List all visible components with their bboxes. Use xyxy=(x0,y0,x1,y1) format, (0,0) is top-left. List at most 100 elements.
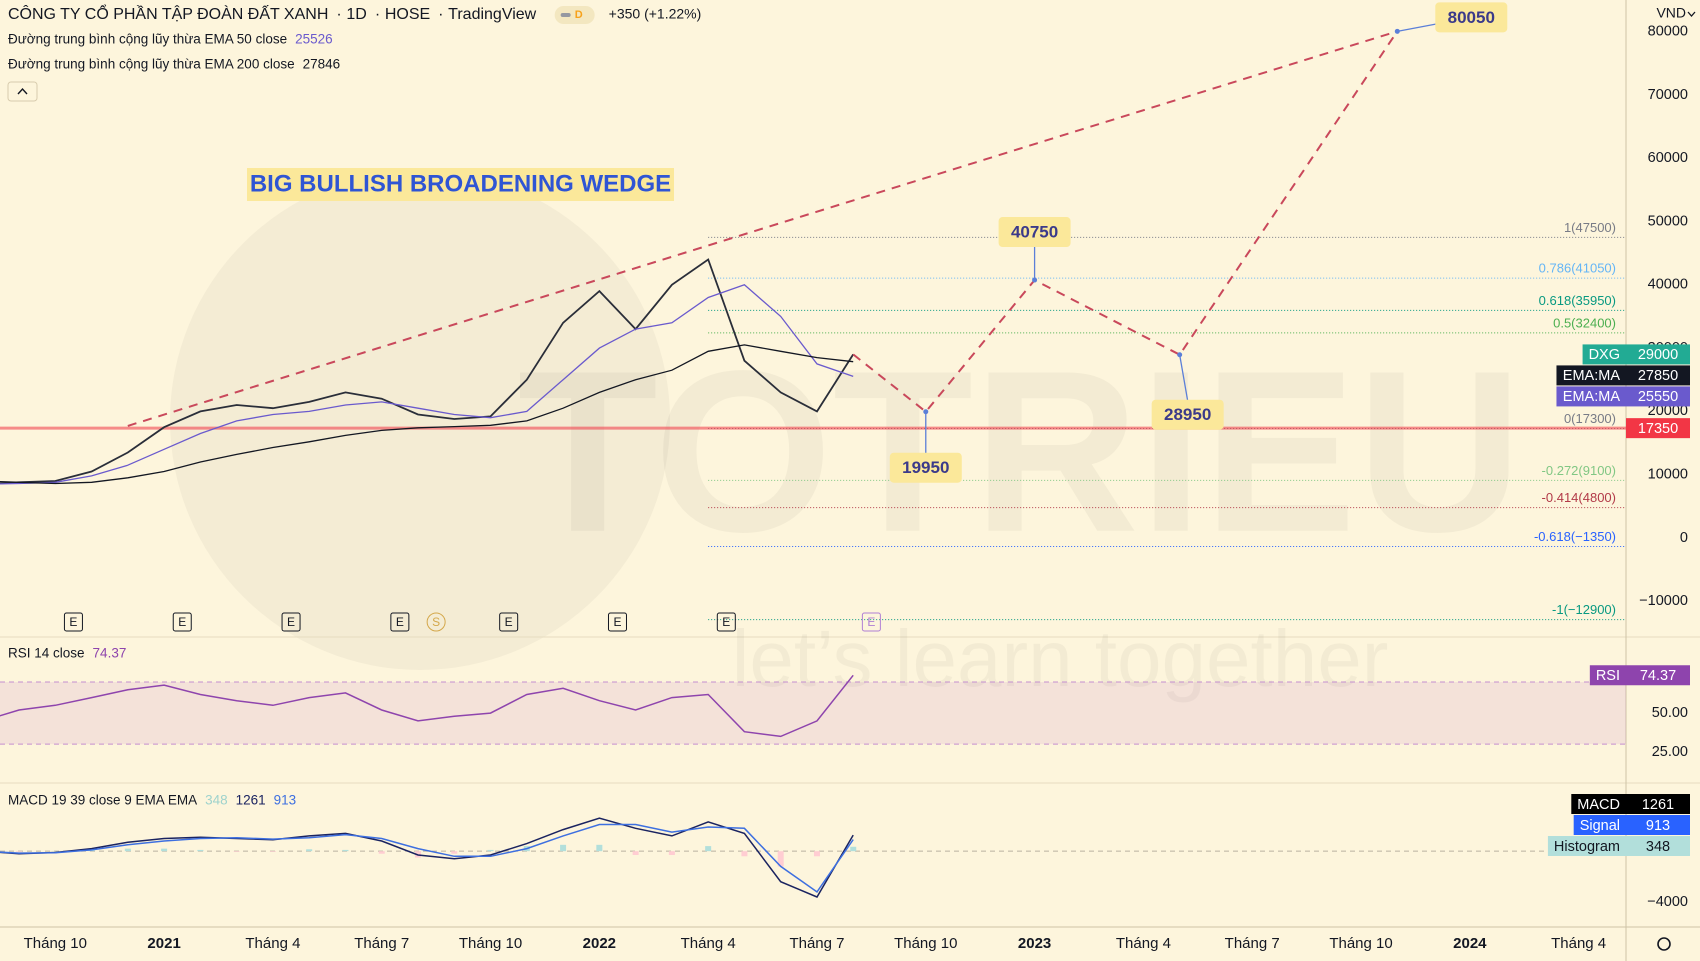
histogram-bar xyxy=(850,846,857,852)
header-interval: 1D xyxy=(346,6,366,23)
tag-value-box xyxy=(1626,665,1690,686)
tag-value: 1261 xyxy=(1642,797,1674,813)
indicator-legend: Đường trung bình cộng lũy thừa EMA 50 cl… xyxy=(8,32,287,47)
y-tick-label: 0 xyxy=(1680,530,1688,546)
rsi-band xyxy=(0,682,1626,745)
tag-name: EMA:MA xyxy=(1563,389,1621,405)
histogram-bar xyxy=(451,851,458,854)
histogram-bar xyxy=(596,844,603,852)
tag-name: Signal xyxy=(1580,818,1620,834)
event-marker xyxy=(607,612,627,632)
tag-name-box xyxy=(1556,365,1626,386)
x-tick-label: Tháng 10 xyxy=(1329,935,1392,952)
y-tick-label: 20000 xyxy=(1648,403,1688,419)
currency: VND xyxy=(1656,5,1686,21)
watermark: TOTRIEU xyxy=(517,323,1522,580)
callout-box xyxy=(889,452,962,483)
tag-name-box xyxy=(1582,344,1626,365)
x-tick-label: 2021 xyxy=(147,935,180,952)
fib-label: 0.618(35950) xyxy=(1539,293,1616,308)
event-marker xyxy=(390,612,410,632)
tag-name: DXG xyxy=(1589,347,1620,363)
y-tick-label: 70000 xyxy=(1648,87,1688,103)
collapse-icon xyxy=(17,87,28,95)
separator-dot: · xyxy=(336,6,341,23)
tag-value-box xyxy=(1626,794,1690,814)
separator-dot: · xyxy=(375,6,380,23)
separator-dot: · xyxy=(438,6,443,23)
callout-box xyxy=(1435,2,1508,33)
histogram-bar xyxy=(668,851,675,855)
collapse-button[interactable] xyxy=(7,81,38,102)
histogram-bar xyxy=(342,849,349,852)
tag-value-box xyxy=(1626,815,1690,835)
histogram-bar xyxy=(378,851,385,854)
y-tick-label: 60000 xyxy=(1648,150,1688,166)
indicator-legend: RSI 14 close xyxy=(8,646,85,661)
callout-anchor xyxy=(1032,277,1038,283)
event-label: E xyxy=(287,615,295,629)
tag-value: 17350 xyxy=(1638,421,1678,437)
fib-label: 0.5(32400) xyxy=(1553,315,1616,330)
event-label: E xyxy=(613,615,621,629)
x-tick-label: Tháng 4 xyxy=(681,935,736,952)
tag-name-box xyxy=(1556,386,1626,407)
tag-value-box xyxy=(1626,386,1690,407)
tag-value: 74.37 xyxy=(1640,668,1676,684)
histogram-bar xyxy=(632,851,639,855)
callout-connector xyxy=(1179,354,1189,401)
y-tick-label: 50000 xyxy=(1648,213,1688,229)
macd-line xyxy=(0,817,854,898)
y-tick-label: −10000 xyxy=(1639,593,1688,609)
tag-name-box xyxy=(1573,815,1626,835)
rsi-line xyxy=(0,674,854,738)
tag-name: Histogram xyxy=(1554,839,1620,855)
event-label: S xyxy=(432,615,440,629)
fib-label: -0.618(−1350) xyxy=(1534,529,1616,544)
histogram-bar xyxy=(705,846,712,852)
indicator-value: 348 xyxy=(205,793,228,808)
indicator-value: 1261 xyxy=(236,793,266,808)
tag-value: 913 xyxy=(1646,818,1670,834)
tag-value-box xyxy=(1626,344,1690,365)
indicator-value: 913 xyxy=(274,793,297,808)
tag-value-box xyxy=(1626,418,1690,439)
callout-box xyxy=(1151,399,1224,430)
macd-line xyxy=(0,823,854,893)
fib-label: 1(47500) xyxy=(1564,220,1616,235)
indicator-value: 25526 xyxy=(295,32,333,47)
settings-button[interactable] xyxy=(1657,937,1671,951)
event-label: E xyxy=(69,615,77,629)
event-marker xyxy=(63,612,83,632)
x-tick-label: Tháng 10 xyxy=(459,935,522,952)
event-marker xyxy=(172,612,192,632)
histogram-bar xyxy=(813,851,820,857)
fib-label: 0.786(41050) xyxy=(1539,261,1616,276)
price-change: +350 (+1.22%) xyxy=(609,6,702,22)
y-tick-label: 40000 xyxy=(1648,277,1688,293)
x-tick-label: 2024 xyxy=(1453,935,1487,952)
x-tick-label: Tháng 7 xyxy=(354,935,409,952)
tag-name: EMA:MA xyxy=(1563,368,1621,384)
indicator-value: 74.37 xyxy=(93,646,127,661)
fib-label: -1(−12900) xyxy=(1552,602,1616,617)
histogram-bar xyxy=(777,851,784,867)
event-marker xyxy=(426,612,446,632)
fib-label: -0.272(9100) xyxy=(1542,463,1616,478)
indicator-value: 27846 xyxy=(303,57,341,72)
histogram-bar xyxy=(741,851,748,857)
watermark-subtitle: let’s learn together xyxy=(732,614,1389,703)
y-tick-label: 25.00 xyxy=(1652,744,1688,760)
callout-anchor xyxy=(923,409,929,415)
histogram-bar xyxy=(161,848,168,852)
callout-box xyxy=(998,217,1071,248)
x-tick-label: Tháng 7 xyxy=(1225,935,1280,952)
histogram-bar xyxy=(306,849,313,852)
status-badge xyxy=(554,6,595,24)
histogram-bar xyxy=(269,851,276,852)
wedge-line xyxy=(127,30,1398,427)
x-tick-label: Tháng 4 xyxy=(1116,935,1171,952)
x-tick-label: Tháng 4 xyxy=(1551,935,1606,952)
y-tick-label: −4000 xyxy=(1647,894,1688,910)
tag-value: 348 xyxy=(1646,839,1670,855)
